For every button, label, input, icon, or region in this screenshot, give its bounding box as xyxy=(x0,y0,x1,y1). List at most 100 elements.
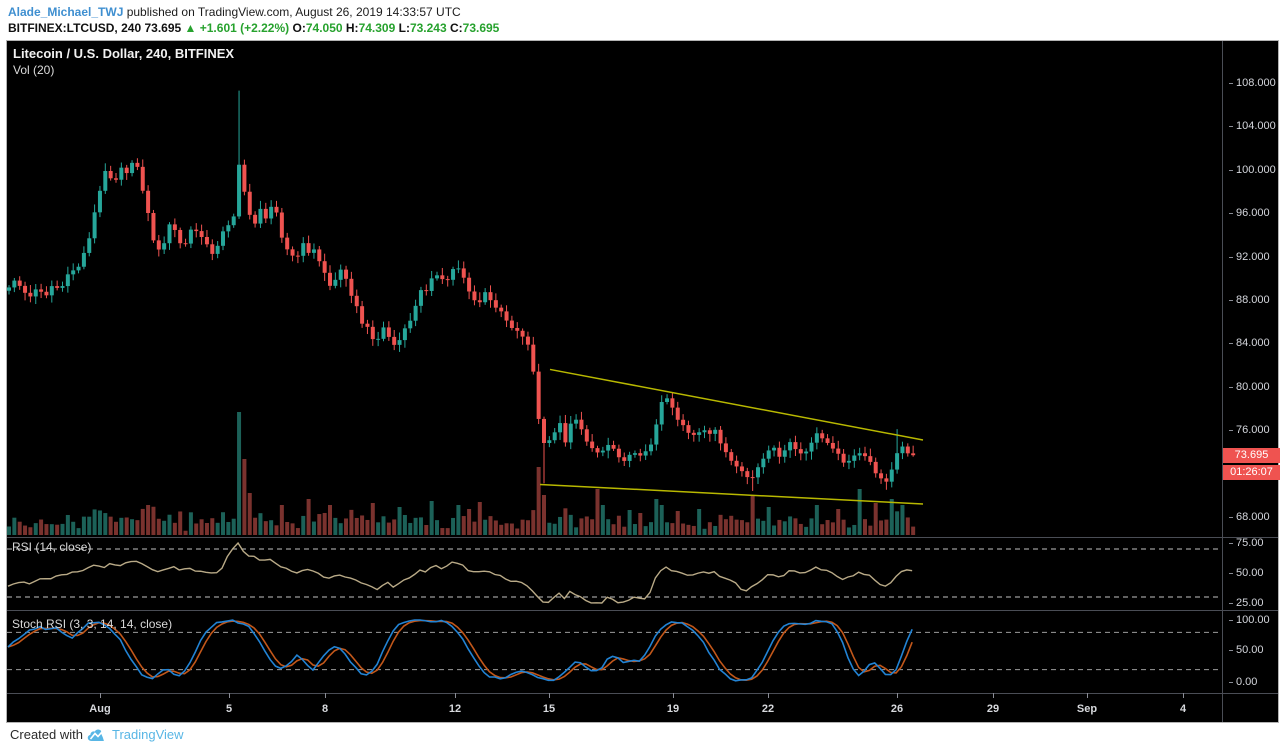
volume-bar xyxy=(654,499,659,535)
volume-bar xyxy=(600,505,605,535)
volume-bar xyxy=(895,511,900,535)
volume-bar xyxy=(242,459,247,535)
volume-bar xyxy=(413,517,418,535)
rsi-indicator-label[interactable]: RSI (14, close) xyxy=(12,540,92,554)
price-tick-label: 100.000 xyxy=(1236,163,1276,176)
candle-body xyxy=(424,290,429,292)
open-label: O: xyxy=(292,21,306,35)
candle-body xyxy=(221,231,225,246)
close-label: C: xyxy=(449,21,463,35)
candle-body xyxy=(911,453,916,456)
time-tick-label: 15 xyxy=(542,703,556,715)
volume-bar xyxy=(156,518,161,535)
candle-body xyxy=(151,213,156,241)
candle-body xyxy=(33,289,38,297)
volume-bar xyxy=(376,522,381,535)
time-tick-mark xyxy=(897,693,898,698)
time-tick-mark xyxy=(549,693,550,698)
volume-bar xyxy=(499,524,504,535)
volume-bar xyxy=(542,495,546,535)
candle-body xyxy=(745,471,750,478)
chart-canvas[interactable] xyxy=(7,41,1278,722)
volume-bar xyxy=(178,511,183,535)
candle-body xyxy=(65,274,70,287)
price-tick-mark xyxy=(1229,300,1233,301)
candle-body xyxy=(574,419,579,424)
candle-body xyxy=(162,243,167,250)
volume-bar xyxy=(868,525,873,535)
candle-body xyxy=(761,458,766,468)
time-tick-label: 12 xyxy=(448,703,462,715)
trendline xyxy=(539,483,924,505)
volume-bar xyxy=(344,518,349,535)
created-with-text: Created with xyxy=(10,727,83,742)
candle-body xyxy=(681,419,686,426)
candle-body xyxy=(55,286,60,288)
candle-body xyxy=(777,447,782,457)
volume-bar xyxy=(889,499,894,535)
candle-body xyxy=(429,278,434,291)
candle-body xyxy=(81,252,86,267)
volume-bar xyxy=(386,522,391,535)
volume-bar xyxy=(210,518,215,535)
candle-body xyxy=(895,453,900,470)
candle-body xyxy=(739,466,744,472)
volume-bar xyxy=(788,516,793,535)
volume-bar xyxy=(713,525,718,535)
candle-body xyxy=(798,449,803,454)
time-tick-mark xyxy=(1087,693,1088,698)
author-link[interactable]: Alade_Michael_TWJ xyxy=(8,5,124,19)
volume-bar xyxy=(151,506,156,535)
volume-bar xyxy=(23,525,28,535)
candle-body xyxy=(258,208,263,224)
volume-bar xyxy=(718,514,723,535)
last-price: 73.695 xyxy=(144,21,182,35)
candle-body xyxy=(103,171,108,191)
volume-bar xyxy=(429,501,434,535)
candle-body xyxy=(44,291,49,296)
volume-bar xyxy=(515,528,520,535)
volume-bar xyxy=(269,520,274,535)
candle-body xyxy=(547,440,552,444)
bar-countdown-tag: 01:26:07 xyxy=(1223,465,1280,480)
candle-body xyxy=(87,238,92,253)
candle-body xyxy=(772,447,777,451)
time-tick-label: 29 xyxy=(986,703,1000,715)
tradingview-brand-link[interactable]: TradingView xyxy=(111,727,184,742)
volume-bar xyxy=(49,524,54,535)
volume-bar xyxy=(103,513,108,535)
volume-bar xyxy=(611,524,616,535)
price-tick-label: 108.000 xyxy=(1236,77,1276,89)
volume-bar xyxy=(445,528,450,535)
time-tick-mark xyxy=(455,693,456,698)
volume-bar xyxy=(723,519,728,535)
volume-bar xyxy=(253,517,258,535)
candle-body xyxy=(504,311,509,321)
volume-bar xyxy=(328,505,332,535)
candle-body xyxy=(729,452,734,461)
volume-bar xyxy=(87,516,92,535)
candle-body xyxy=(386,327,391,337)
volume-bar xyxy=(146,505,151,535)
time-tick-mark xyxy=(673,693,674,698)
stoch-rsi-indicator-label[interactable]: Stoch RSI (3, 3, 14, 14, close) xyxy=(12,617,173,631)
current-price-tag: 73.695 xyxy=(1223,448,1280,463)
candle-body xyxy=(199,231,204,237)
volume-bar xyxy=(237,412,242,535)
volume-bar xyxy=(333,517,338,535)
volume-indicator-label[interactable]: Vol (20) xyxy=(13,63,55,77)
candle-body xyxy=(226,225,231,232)
candle-body xyxy=(515,327,520,331)
volume-bar xyxy=(467,509,472,535)
volume-bar xyxy=(183,530,188,535)
volume-bar xyxy=(504,523,509,535)
rsi-tick-label: 50.00 xyxy=(1236,567,1264,579)
symbol-ohlc-row: BITFINEX:LTCUSD, 240 73.695 ▲ +1.601 (+2… xyxy=(8,20,499,36)
candle-body xyxy=(857,453,862,456)
volume-bar xyxy=(627,510,632,535)
volume-bar xyxy=(616,515,621,535)
high-label: H: xyxy=(345,21,359,35)
price-tick-label: 88.000 xyxy=(1236,294,1270,306)
candle-body xyxy=(408,320,413,329)
candle-body xyxy=(306,243,311,253)
